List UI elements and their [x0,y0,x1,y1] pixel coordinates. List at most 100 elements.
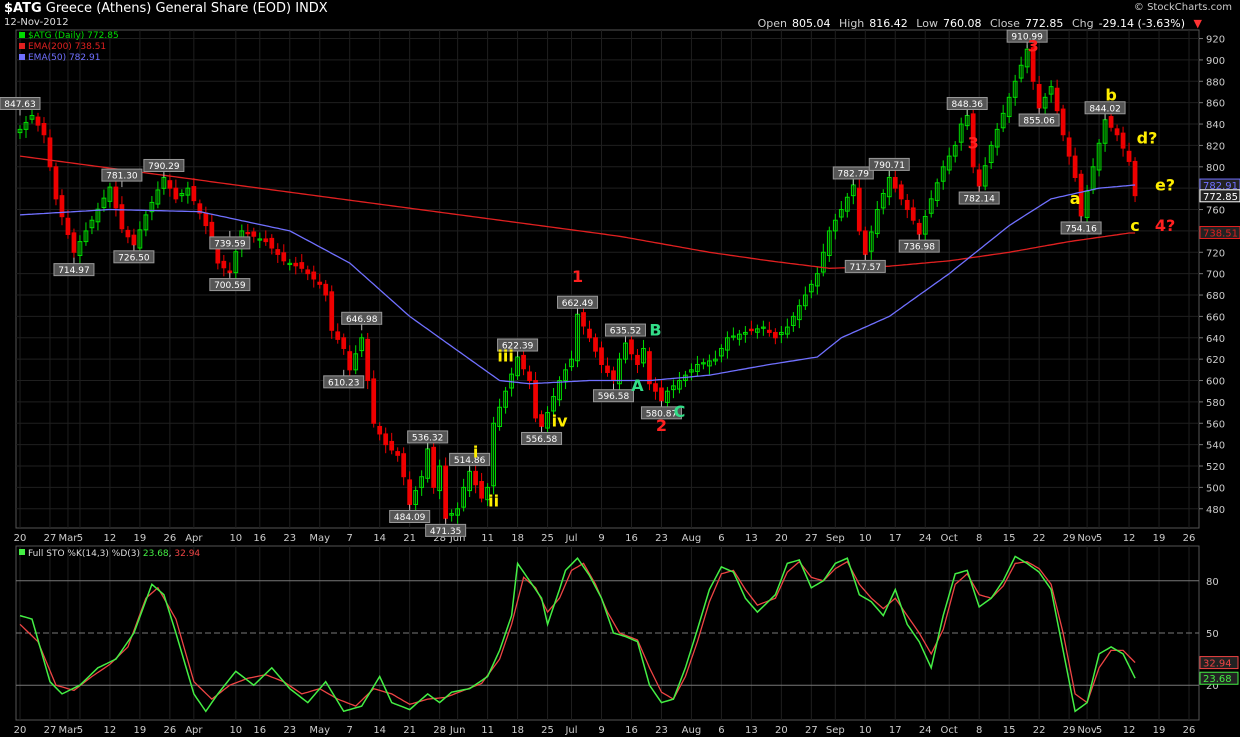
last-value-label: 772.85 [1203,192,1238,203]
candle-body [976,169,982,187]
x-tick-label: 14 [373,533,386,544]
candle-body [317,281,323,285]
candle-body [377,425,383,435]
x-tick-label: Apr [185,725,203,736]
y-tick-label: 860 [1206,99,1225,110]
x-tick-label: 16 [253,725,266,736]
brand-logo[interactable]: © StockCharts.com [1133,2,1232,13]
callout-box [101,168,143,182]
x-tick-label: 5 [77,725,83,736]
candle-body [1096,142,1102,171]
candle-body [1006,96,1012,118]
candle-body [569,358,574,368]
x-tick-label: 6 [718,725,724,736]
callout-box [143,158,185,172]
candle-body [263,238,269,243]
legend-label: EMA(200) 738.51 [28,42,106,52]
candle-body [1018,64,1024,79]
candle-body [641,347,646,364]
candle-body [1120,132,1126,149]
candle-body [617,358,622,385]
x-tick-label: 10 [229,533,242,544]
x-tick-label: 21 [403,725,416,736]
sto-y-tick-label: 20 [1206,681,1219,692]
callout-value: 782.14 [963,195,995,205]
candle-body [203,212,209,227]
candle-body [221,260,227,269]
x-tick-label: 10 [859,533,872,544]
candle-body [587,328,592,339]
candle-body [725,337,730,351]
x-tick-label: 9 [598,533,604,544]
x-tick-label: 20 [14,533,27,544]
callout-value: 536.32 [412,433,444,443]
candle-body [137,229,143,249]
callout-value: 580.87 [646,409,678,419]
wave-label: 4? [1155,216,1175,235]
candle-body [994,128,1000,148]
chg-value: -29.14 (-3.63%) [1098,17,1186,30]
price-callout: 790.29 [143,158,185,178]
wave-label: i [473,442,478,461]
x-tick-label: Mar [59,725,79,736]
low-value: 760.08 [942,17,982,30]
x-tick-label: 9 [598,725,604,736]
candle-body [485,486,490,501]
x-tick-label: Oct [941,533,958,544]
price-callout: 855.06 [1018,108,1060,127]
candle-body [341,337,347,349]
price-callout: 580.87 [640,400,682,420]
y-tick-label: 900 [1206,56,1225,67]
candle-body [143,214,149,231]
callout-value: 790.29 [148,162,180,172]
candle-body [593,337,598,352]
candle-body [281,252,287,262]
wave-label: iii [497,346,513,365]
callout-box [407,430,449,444]
price-callout: 847.63 [0,96,41,116]
price-callout: 596.58 [592,383,634,403]
candle-body [413,490,419,505]
sto-last-label: 32.94 [1203,659,1232,670]
y-tick-label: 800 [1206,163,1225,174]
x-tick-label: 27 [44,533,57,544]
candle-body [371,378,377,424]
candle-body [359,337,365,352]
candle-body [389,440,395,451]
candle-body [77,241,83,256]
candle-body [155,189,161,205]
x-tick-label: 7 [347,725,353,736]
last-value-tag [1199,189,1240,203]
candle-body [695,363,700,372]
x-tick-label: 27 [805,725,818,736]
sto-y-tick-label: 50 [1206,629,1219,640]
candle-body [539,414,544,427]
candle-body [557,380,562,401]
price-callout: 556.58 [521,426,563,445]
legend-label: $ATG (Daily) 772.85 [28,31,119,41]
x-tick-label: Nov [1077,533,1097,544]
candle-body [629,339,634,355]
wave-label: 2 [656,416,667,435]
candle-body [743,331,748,335]
callout-box [640,406,682,420]
callout-value: 635.52 [610,327,642,337]
candle-body [922,215,928,235]
candle-body [820,251,826,273]
callout-value: 754.16 [1065,224,1097,234]
y-tick-label: 920 [1206,35,1225,46]
candle-body [107,186,113,202]
candle-body [449,513,455,516]
callout-value: 662.49 [562,299,594,309]
x-tick-label: 27 [805,533,818,544]
x-tick-label: 28 [433,533,446,544]
candle-body [766,329,772,333]
candle-body [772,331,778,339]
x-tick-label: 5 [1096,533,1102,544]
x-tick-label: 29 [1063,533,1076,544]
candle-body [982,165,988,187]
sto-d-line [19,560,1136,707]
x-tick-label: 15 [1003,725,1016,736]
candle-body [928,198,934,214]
x-tick-label: May [309,533,330,544]
